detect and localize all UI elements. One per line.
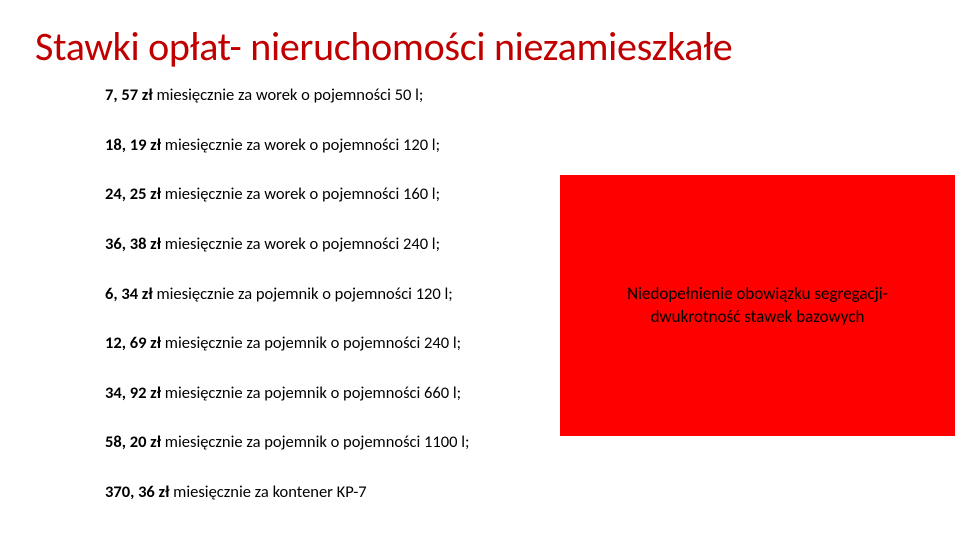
rate-price: 370, 36 zł	[105, 482, 169, 502]
rate-price: 18, 19 zł	[105, 135, 161, 155]
rate-desc: miesięcznie za worek o pojemności 160 l;	[161, 184, 440, 204]
rate-desc: miesięcznie za kontener KP-7	[169, 482, 366, 502]
rate-desc: miesięcznie za pojemnik o pojemności 660…	[161, 383, 461, 403]
rate-price: 24, 25 zł	[105, 184, 161, 204]
rate-price: 36, 38 zł	[105, 234, 161, 254]
rate-desc: miesięcznie za pojemnik o pojemności 120…	[153, 284, 453, 304]
rate-price: 34, 92 zł	[105, 383, 161, 403]
rate-desc: miesięcznie za pojemnik o pojemności 240…	[161, 333, 461, 353]
rate-price: 12, 69 zł	[105, 333, 161, 353]
penalty-text: Niedopełnienie obowiązku segregacji- dwu…	[627, 283, 888, 327]
rate-price: 58, 20 zł	[105, 432, 161, 452]
rate-price: 6, 34 zł	[105, 284, 153, 304]
page-title: Stawki opłat- nieruchomości niezamieszka…	[0, 0, 960, 81]
penalty-line1: Niedopełnienie obowiązku segregacji-	[627, 283, 888, 304]
rate-desc: miesięcznie za worek o pojemności 120 l;	[161, 135, 440, 155]
rate-desc: miesięcznie za pojemnik o pojemności 110…	[161, 432, 469, 452]
rate-desc: miesięcznie za worek o pojemności 50 l;	[153, 85, 424, 105]
rate-price: 7, 57 zł	[105, 85, 153, 105]
rate-item: 370, 36 zł miesięcznie za kontener KP-7	[105, 482, 960, 503]
penalty-line2: dwukrotność stawek bazowych	[651, 306, 865, 327]
rate-item: 7, 57 zł miesięcznie za worek o pojemnoś…	[105, 85, 960, 106]
penalty-callout: Niedopełnienie obowiązku segregacji- dwu…	[560, 175, 955, 436]
rate-desc: miesięcznie za worek o pojemności 240 l;	[161, 234, 440, 254]
rate-item: 18, 19 zł miesięcznie za worek o pojemno…	[105, 135, 960, 156]
